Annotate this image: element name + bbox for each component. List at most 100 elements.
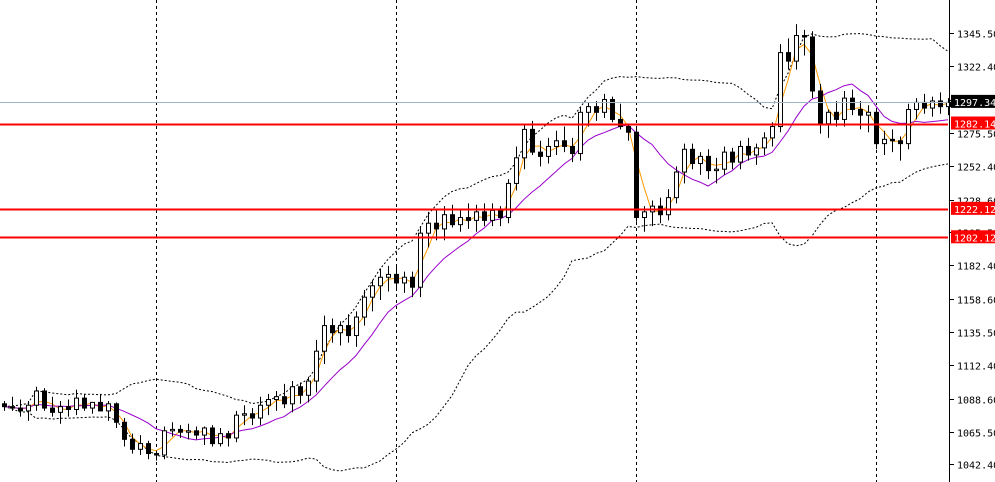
bull-candle-body (442, 214, 447, 230)
candle (634, 127, 639, 222)
bollinger-upper-band (3, 33, 949, 408)
candle (330, 318, 335, 343)
horizontal-levels (0, 102, 948, 239)
bull-candle-body (474, 211, 479, 221)
candle (202, 426, 207, 446)
candle (194, 426, 199, 440)
candle (530, 120, 535, 155)
candle (602, 93, 607, 119)
bull-candle-body (906, 108, 911, 145)
candle (90, 401, 95, 414)
candle (274, 391, 279, 411)
candle (770, 122, 775, 147)
candle (50, 396, 55, 417)
bear-candle-body (210, 427, 215, 445)
candle (378, 268, 383, 301)
candle (906, 103, 911, 150)
candle (866, 105, 871, 133)
bear-candle-body (282, 396, 287, 405)
bull-candle-body (674, 171, 679, 199)
bear-candle-body (154, 453, 159, 456)
bear-candle-body (466, 217, 471, 221)
candle (290, 381, 295, 413)
level-price-tag-text: 1282.14 (954, 120, 995, 131)
candle (98, 393, 103, 412)
bull-candle-body (106, 403, 111, 412)
bear-candle-body (594, 106, 599, 113)
bull-candle-body (162, 430, 167, 456)
bear-candle-body (114, 403, 119, 423)
bear-candle-body (570, 145, 575, 155)
bear-candle-body (802, 35, 807, 38)
level-price-tag: 1222.12 (951, 201, 995, 216)
candle (834, 100, 839, 127)
bear-candle-body (626, 126, 631, 133)
bear-candle-body (538, 151, 543, 157)
candle (34, 386, 39, 411)
price-tick-label: 1182.40 (957, 262, 995, 273)
candle (482, 203, 487, 227)
bear-candle-body (250, 413, 255, 419)
price-tick-label: 1112.40 (957, 362, 995, 373)
bull-candle-body (738, 145, 743, 163)
bear-candle-body (610, 99, 615, 120)
candle (74, 389, 79, 416)
candle (674, 166, 679, 204)
level-price-tag-box (951, 230, 995, 244)
bear-candle-body (858, 108, 863, 116)
candle (370, 280, 375, 312)
candle (410, 271, 415, 298)
bull-candle-body (338, 325, 343, 334)
candle (570, 137, 575, 163)
bull-candle-body (794, 35, 799, 62)
candle (738, 140, 743, 170)
candle (362, 290, 367, 326)
candle (778, 44, 783, 133)
price-tick-label: 1042.40 (957, 461, 995, 472)
candle (58, 400, 63, 424)
price-tags: 1282.14 1222.12 1202.12 1297.34 (951, 94, 995, 244)
candle (394, 265, 399, 291)
bear-candle-body (818, 90, 823, 125)
bear-candle-body (98, 401, 103, 412)
bull-candle-body (506, 182, 511, 219)
bear-candle-body (938, 100, 943, 108)
bear-candle-body (850, 97, 855, 110)
bear-candle-body (786, 52, 791, 62)
candle (578, 106, 583, 161)
candle (250, 408, 255, 426)
candle (346, 314, 351, 343)
bear-candle-body (82, 397, 87, 409)
moving-averages (3, 43, 949, 452)
bull-candle-body (914, 101, 919, 110)
candle (930, 96, 935, 117)
bull-candle-body (602, 99, 607, 113)
candle (890, 129, 895, 153)
candle (546, 137, 551, 164)
bull-candle-body (218, 433, 223, 445)
candle (466, 203, 471, 229)
candle (186, 423, 191, 440)
current-price-tag: 1297.34 (951, 94, 995, 109)
candle (426, 211, 431, 248)
candle (666, 189, 671, 221)
candle (514, 146, 519, 191)
bear-candle-body (394, 273, 399, 284)
bull-candle-body (762, 137, 767, 149)
candle (842, 90, 847, 127)
candle (282, 383, 287, 409)
candle (730, 147, 735, 170)
bear-candle-body (450, 214, 455, 226)
bull-candle-body (370, 285, 375, 298)
bull-candle-body (386, 273, 391, 278)
candle (66, 399, 71, 417)
candle (450, 204, 455, 228)
candle (434, 209, 439, 241)
bull-candle-body (754, 147, 759, 156)
candle (170, 422, 175, 437)
bull-candle-body (242, 413, 247, 416)
candle (442, 206, 447, 241)
candle (178, 425, 183, 438)
candle (322, 315, 327, 364)
candle (538, 140, 543, 167)
